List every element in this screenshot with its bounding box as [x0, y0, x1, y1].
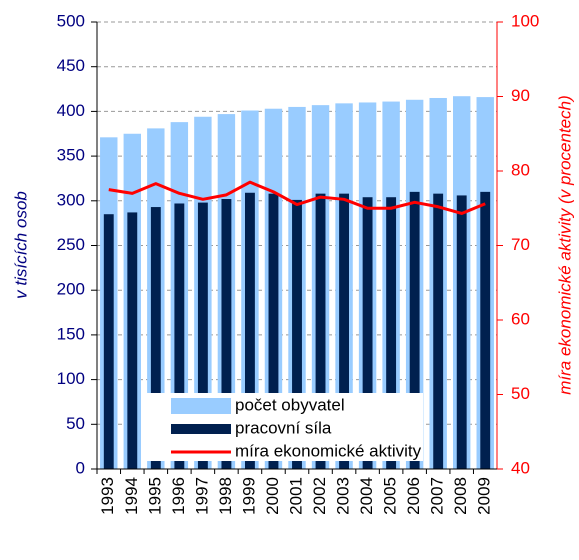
x-tick-label: 2005: [381, 477, 400, 515]
legend-label: pracovní síla: [235, 418, 332, 437]
x-tick-label: 2003: [334, 477, 353, 515]
x-tick-label: 1999: [239, 477, 258, 515]
bar: [409, 191, 420, 470]
bar: [362, 197, 373, 469]
x-tick-label: 1996: [169, 477, 188, 515]
bar: [292, 199, 302, 469]
x-tick-label: 1998: [216, 477, 235, 515]
y-axis-label: v tisících osob: [11, 191, 30, 299]
y-tick-label: 400: [57, 101, 85, 120]
bar: [127, 212, 138, 469]
y2-tick-label: 100: [511, 11, 539, 30]
bar: [456, 195, 467, 469]
x-tick-label: 2008: [451, 477, 470, 515]
y-tick-label: 0: [76, 458, 85, 477]
y-tick-label: 150: [57, 324, 85, 343]
y2-tick-label: 60: [511, 309, 530, 328]
y2-axis-label: míra ekonomické aktivity (v procentech): [555, 95, 574, 395]
bar: [150, 207, 161, 470]
y-tick-label: 50: [66, 414, 85, 433]
y2-tick-label: 70: [511, 235, 530, 254]
x-tick-label: 1995: [145, 477, 164, 515]
legend-label: počet obyvatel: [235, 395, 345, 414]
x-tick-label: 2001: [286, 477, 305, 515]
x-tick-label: 1994: [122, 477, 141, 515]
x-tick-label: 2004: [357, 477, 376, 515]
y-tick-label: 350: [57, 146, 85, 165]
x-tick-label: 2000: [263, 477, 282, 515]
bar: [480, 191, 491, 470]
x-tick-label: 1993: [98, 477, 117, 515]
y-tick-label: 300: [57, 190, 85, 209]
y-tick-label: 450: [57, 56, 85, 75]
line: [108, 180, 486, 215]
y-tick-label: 100: [57, 369, 85, 388]
y2-tick-label: 80: [511, 160, 530, 179]
bar: [245, 192, 255, 469]
legend-swatch: [171, 398, 231, 414]
y2-tick-label: 50: [511, 384, 530, 403]
bar: [197, 202, 208, 469]
x-tick-label: 2002: [310, 477, 329, 515]
bar: [268, 193, 279, 469]
bar: [433, 193, 444, 469]
x-tick-label: 2007: [428, 477, 447, 515]
y-tick-label: 250: [57, 235, 85, 254]
y2-tick-label: 90: [511, 86, 530, 105]
legend-label: míra ekonomické aktivity: [235, 441, 422, 460]
legend-swatch: [171, 424, 231, 434]
bar: [174, 203, 185, 469]
bar: [315, 193, 326, 469]
bar: [386, 197, 397, 469]
bar: [103, 214, 114, 469]
y-tick-label: 500: [57, 11, 85, 30]
y-tick-label: 200: [57, 280, 85, 299]
bar: [339, 193, 349, 469]
x-tick-label: 2006: [404, 477, 423, 515]
x-tick-label: 2009: [475, 477, 494, 515]
bar: [221, 199, 232, 469]
y2-tick-label: 40: [511, 458, 530, 477]
x-tick-label: 1997: [192, 477, 211, 515]
